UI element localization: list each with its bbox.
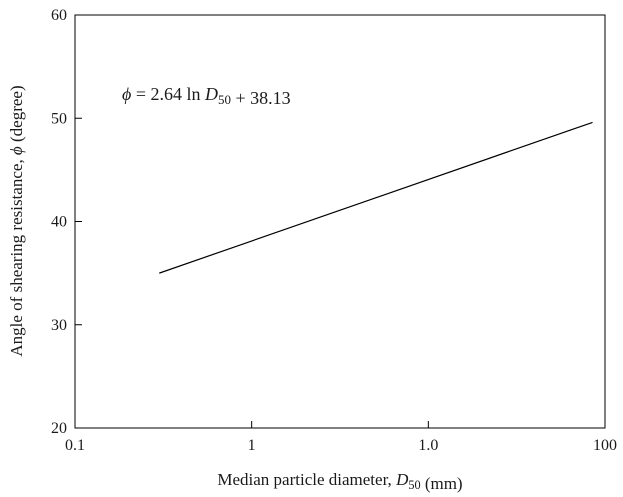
series-group [159,121,593,274]
y-tick-label: 30 [51,317,67,334]
x-tick-label: 0.1 [65,437,85,454]
x-tick-label: 100 [593,437,617,454]
series-line [159,121,593,274]
y-tick-label: 60 [51,7,67,24]
x-tick-label: 1 [248,437,256,454]
x-axis-ticks: 0.1 1 1.0 100 [65,421,617,454]
y-tick-label: 40 [51,214,67,231]
y-tick-label: 50 [51,110,67,127]
plot-area [74,14,606,429]
y-tick-label: 20 [51,420,67,437]
y-axis-ticks: 20 30 40 50 60 [51,7,82,437]
x-tick-label: 1.0 [418,437,438,454]
x-axis-title: Median particle diameter, D50 (mm) [217,470,462,493]
equation-annotation: ϕ = 2.64 ln D50 + 38.13 [122,84,291,108]
y-axis-title: Angle of shearing resistance, ϕ (degree) [7,85,26,356]
